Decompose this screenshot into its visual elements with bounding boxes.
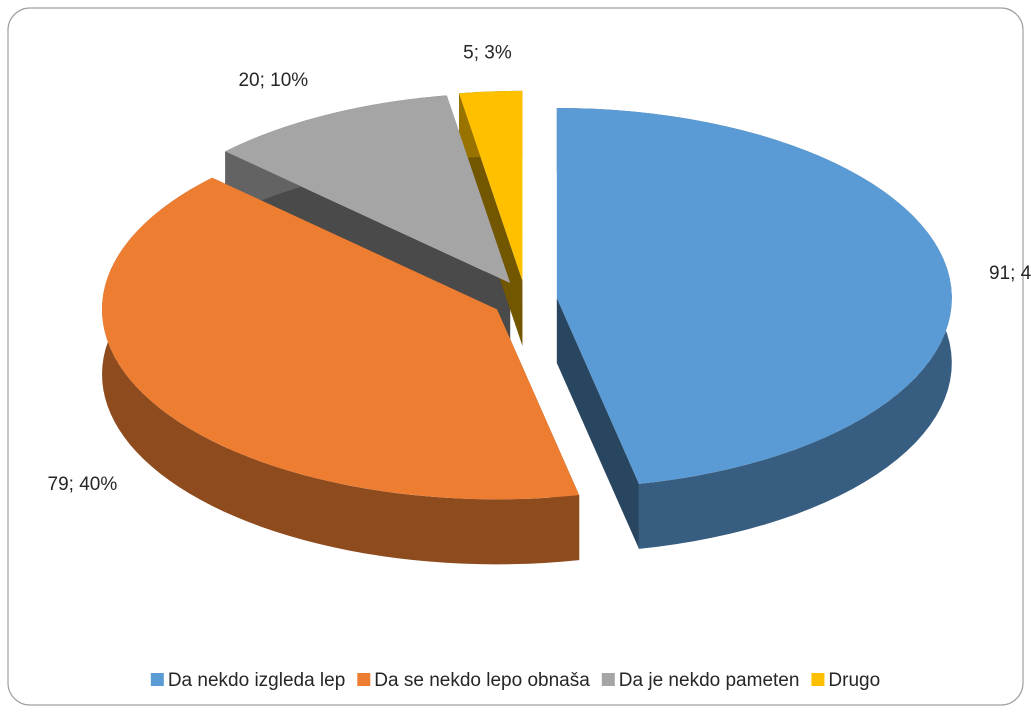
data-label: 79; 40% bbox=[48, 474, 118, 495]
legend-swatch bbox=[811, 673, 825, 686]
legend-swatch bbox=[357, 673, 371, 686]
data-label: 5; 3% bbox=[463, 43, 512, 64]
legend-swatch bbox=[601, 673, 615, 686]
legend-label: Da je nekdo pameten bbox=[619, 670, 800, 691]
data-label: 91; 47% bbox=[989, 263, 1031, 284]
slice-tops bbox=[102, 90, 952, 500]
legend-swatch bbox=[150, 673, 164, 686]
legend-label: Da nekdo izgleda lep bbox=[168, 670, 345, 691]
pie-slice bbox=[556, 107, 952, 484]
legend-label: Drugo bbox=[828, 670, 880, 691]
legend: Da nekdo izgleda lep Da se nekdo lepo obn… bbox=[150, 670, 880, 691]
slice-rim bbox=[102, 177, 580, 565]
data-label: 20; 10% bbox=[238, 70, 308, 91]
pie-slice bbox=[225, 95, 511, 283]
pie-slice bbox=[102, 177, 580, 500]
slice-cut-face bbox=[556, 297, 639, 549]
legend-label: Da se nekdo lepo obnaša bbox=[374, 670, 590, 691]
pie-slice bbox=[459, 90, 523, 281]
